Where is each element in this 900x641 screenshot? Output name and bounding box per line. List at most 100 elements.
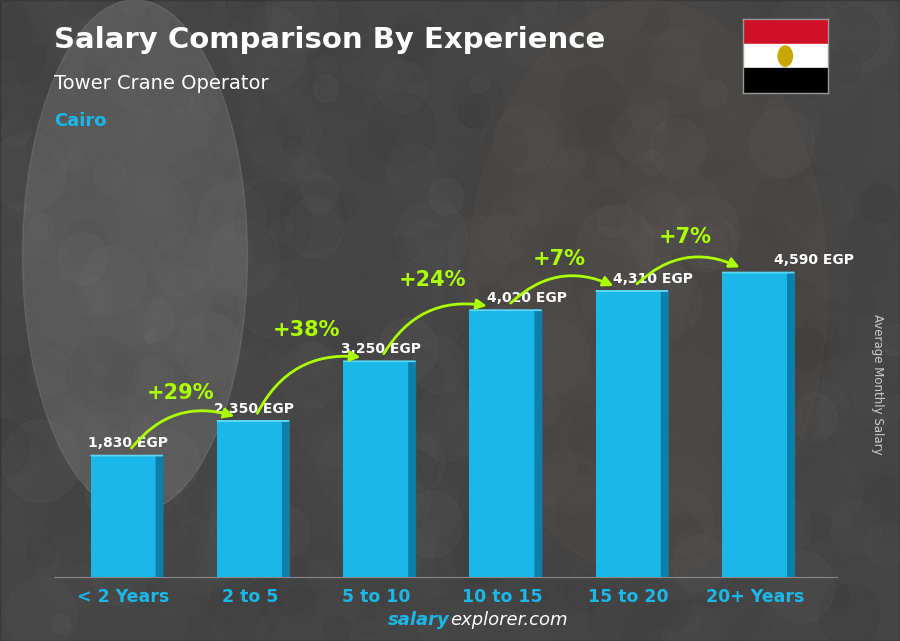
Ellipse shape xyxy=(31,350,72,395)
Ellipse shape xyxy=(762,100,819,160)
Ellipse shape xyxy=(107,436,184,519)
Ellipse shape xyxy=(828,50,861,86)
Ellipse shape xyxy=(101,499,125,526)
Ellipse shape xyxy=(235,181,311,263)
Text: Salary Comparison By Experience: Salary Comparison By Experience xyxy=(54,26,605,54)
Ellipse shape xyxy=(568,420,606,461)
Ellipse shape xyxy=(737,281,758,303)
Ellipse shape xyxy=(565,574,601,613)
Ellipse shape xyxy=(633,265,701,338)
Ellipse shape xyxy=(103,11,113,22)
Ellipse shape xyxy=(473,254,482,265)
Ellipse shape xyxy=(724,372,801,455)
Ellipse shape xyxy=(399,125,422,150)
Ellipse shape xyxy=(546,147,567,169)
Ellipse shape xyxy=(616,290,688,367)
Ellipse shape xyxy=(868,127,900,191)
Ellipse shape xyxy=(493,256,511,276)
Ellipse shape xyxy=(216,408,238,431)
Ellipse shape xyxy=(94,159,126,194)
Ellipse shape xyxy=(840,528,900,592)
Ellipse shape xyxy=(839,85,900,169)
Ellipse shape xyxy=(357,614,378,635)
Ellipse shape xyxy=(660,216,733,294)
Ellipse shape xyxy=(175,256,247,333)
Ellipse shape xyxy=(874,358,900,395)
Ellipse shape xyxy=(0,242,62,310)
Ellipse shape xyxy=(768,551,834,623)
Ellipse shape xyxy=(255,23,283,53)
Ellipse shape xyxy=(790,529,842,584)
Polygon shape xyxy=(409,362,416,577)
Ellipse shape xyxy=(281,585,317,624)
Ellipse shape xyxy=(157,385,221,454)
Ellipse shape xyxy=(212,470,284,547)
Ellipse shape xyxy=(229,6,307,90)
Ellipse shape xyxy=(851,349,900,422)
Ellipse shape xyxy=(621,185,691,260)
Ellipse shape xyxy=(634,227,672,269)
Ellipse shape xyxy=(820,584,879,641)
Ellipse shape xyxy=(403,392,470,462)
Ellipse shape xyxy=(86,456,151,526)
Ellipse shape xyxy=(51,126,119,197)
Ellipse shape xyxy=(222,345,298,426)
Ellipse shape xyxy=(404,219,447,265)
Ellipse shape xyxy=(850,470,900,543)
Ellipse shape xyxy=(629,229,642,243)
Ellipse shape xyxy=(203,304,237,339)
Ellipse shape xyxy=(344,533,355,544)
Ellipse shape xyxy=(44,250,77,286)
Ellipse shape xyxy=(681,572,707,599)
Ellipse shape xyxy=(673,535,725,590)
Ellipse shape xyxy=(453,74,503,129)
Ellipse shape xyxy=(49,362,80,395)
Ellipse shape xyxy=(564,487,614,540)
Ellipse shape xyxy=(68,337,139,413)
Text: +24%: +24% xyxy=(399,271,466,290)
Ellipse shape xyxy=(839,350,900,428)
Ellipse shape xyxy=(752,496,811,559)
Ellipse shape xyxy=(588,580,654,641)
Ellipse shape xyxy=(748,92,804,152)
Ellipse shape xyxy=(82,246,146,315)
Ellipse shape xyxy=(326,290,370,337)
Ellipse shape xyxy=(116,172,192,253)
Ellipse shape xyxy=(601,560,614,573)
Ellipse shape xyxy=(265,556,319,615)
Ellipse shape xyxy=(299,30,314,46)
Ellipse shape xyxy=(827,26,888,92)
Ellipse shape xyxy=(762,92,820,153)
Ellipse shape xyxy=(58,233,107,285)
Ellipse shape xyxy=(471,15,488,33)
Ellipse shape xyxy=(171,0,224,54)
Ellipse shape xyxy=(280,342,342,408)
Ellipse shape xyxy=(754,154,766,167)
Ellipse shape xyxy=(377,61,427,113)
Ellipse shape xyxy=(855,32,900,92)
Ellipse shape xyxy=(230,253,242,267)
Ellipse shape xyxy=(460,463,537,546)
Ellipse shape xyxy=(573,254,643,327)
Ellipse shape xyxy=(598,206,626,237)
Bar xyxy=(343,362,409,577)
Ellipse shape xyxy=(212,231,253,274)
Ellipse shape xyxy=(650,28,700,83)
Ellipse shape xyxy=(581,287,616,324)
Ellipse shape xyxy=(526,615,537,628)
Text: +7%: +7% xyxy=(659,228,712,247)
Ellipse shape xyxy=(339,565,388,617)
Ellipse shape xyxy=(379,318,437,381)
Ellipse shape xyxy=(431,268,477,317)
Ellipse shape xyxy=(15,188,30,204)
Ellipse shape xyxy=(438,137,492,196)
Ellipse shape xyxy=(90,271,162,347)
Ellipse shape xyxy=(647,0,721,47)
Ellipse shape xyxy=(659,603,687,632)
Ellipse shape xyxy=(414,72,424,83)
Ellipse shape xyxy=(764,379,799,417)
Ellipse shape xyxy=(594,469,632,509)
Ellipse shape xyxy=(139,178,176,218)
Ellipse shape xyxy=(743,341,822,425)
Ellipse shape xyxy=(34,372,111,454)
